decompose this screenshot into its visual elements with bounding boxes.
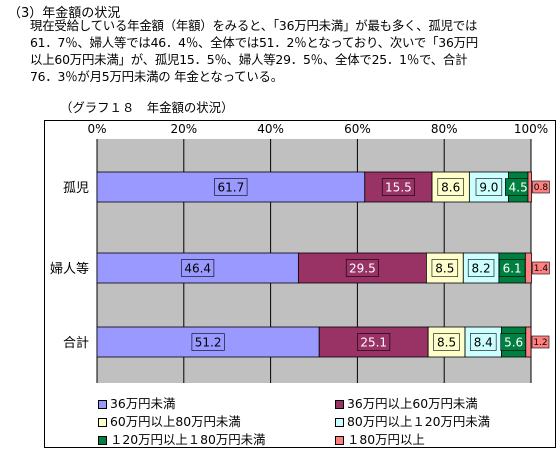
data-label: 0.8 — [534, 183, 549, 193]
legend-swatch — [98, 418, 107, 427]
data-label-box — [191, 333, 225, 351]
data-label-box — [437, 178, 464, 196]
x-tick-label: 20% — [170, 122, 197, 136]
data-label: 8.2 — [472, 261, 491, 275]
data-label: 46.4 — [184, 261, 211, 275]
data-label: 9.0 — [479, 180, 498, 194]
category-label: 合計 — [63, 335, 89, 351]
legend-label: 60万円以上80万円未満 — [110, 414, 241, 429]
data-label-box — [532, 180, 550, 194]
data-label-box — [532, 261, 550, 275]
data-label: 8.6 — [441, 180, 460, 194]
x-tick-label: 100% — [514, 122, 548, 136]
legend-label: 80万円以上１20万円未満 — [347, 414, 491, 429]
data-label-box — [531, 335, 550, 349]
legend-label: 36万円未満 — [110, 396, 176, 411]
category-label: 婦人等 — [50, 261, 89, 277]
data-label-box — [214, 178, 248, 196]
legend-swatch — [335, 436, 344, 445]
legend-item: １80万円以上 — [335, 430, 425, 448]
data-label-box — [467, 259, 495, 277]
legend-item: 80万円以上１20万円未満 — [335, 412, 490, 430]
legend-label: 36万円以上60万円未満 — [347, 396, 478, 411]
x-tick-label: 40% — [257, 122, 284, 136]
data-label: 25.1 — [360, 335, 387, 349]
legend-swatch — [98, 400, 107, 409]
data-label-box — [433, 333, 460, 351]
bar-segment — [525, 326, 532, 358]
data-label-box — [475, 178, 503, 196]
legend-item: 36万円以上60万円未満 — [335, 394, 478, 412]
data-label: 6.1 — [503, 261, 522, 275]
data-label: 1.2 — [533, 338, 547, 348]
chart-caption: （グラフ１８ 年金額の状況） — [60, 100, 234, 115]
bar-segment — [524, 252, 532, 284]
x-tick-label: 80% — [431, 122, 458, 136]
section-heading: （3）年金額の状況 — [8, 6, 121, 21]
data-label: 5.6 — [504, 335, 523, 349]
data-label: 15.5 — [385, 180, 412, 194]
chart-frame — [44, 120, 556, 448]
data-label: 51.2 — [195, 335, 222, 349]
legend-swatch — [98, 436, 107, 445]
x-tick-label: 0% — [87, 122, 106, 136]
data-label-box — [431, 259, 459, 277]
bar-segment — [527, 171, 532, 203]
legend-swatch — [335, 400, 344, 409]
legend-label: １80万円以上 — [347, 432, 425, 447]
data-label-box — [470, 333, 497, 351]
data-label: 8.5 — [437, 335, 456, 349]
legend-item: １20万円以上１80万円未満 — [98, 430, 265, 448]
legend-item: 36万円未満 — [98, 394, 175, 412]
category-label: 孤児 — [63, 181, 89, 196]
data-label-box — [181, 259, 215, 277]
data-label: 1.4 — [534, 264, 549, 274]
data-label-box — [357, 333, 391, 351]
data-label-box — [345, 259, 379, 277]
legend-swatch — [335, 418, 344, 427]
data-label: 8.5 — [435, 261, 454, 275]
summary-paragraph: 現在受給している年金額（年額）をみると、「36万円未満」が最も多く、孤児では 6… — [30, 18, 479, 84]
data-label: 8.4 — [474, 335, 493, 349]
legend-label: １20万円以上１80万円未満 — [110, 432, 266, 447]
data-label: 61.7 — [218, 180, 245, 194]
data-label: 4.5 — [509, 180, 528, 194]
data-label-box — [381, 178, 415, 196]
legend-item: 60万円以上80万円未満 — [98, 412, 241, 430]
data-label: 29.5 — [349, 261, 376, 275]
x-tick-label: 60% — [344, 122, 371, 136]
